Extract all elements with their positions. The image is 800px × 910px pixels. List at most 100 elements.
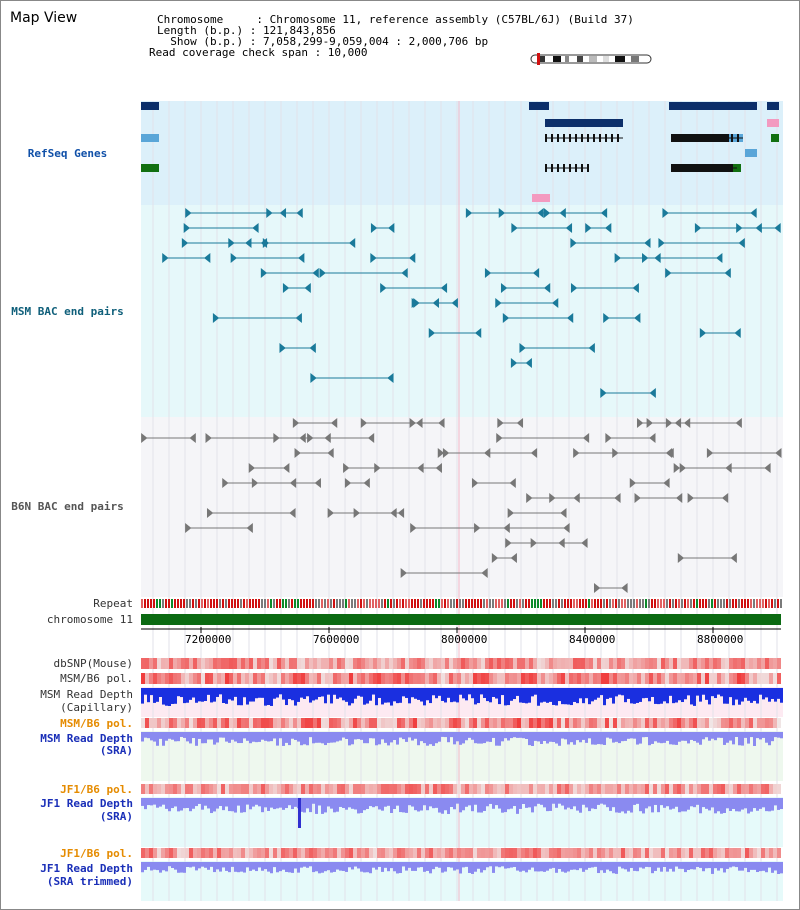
repeat-element [753, 599, 755, 608]
read-depth-bar [294, 862, 297, 869]
repeat-element [636, 599, 638, 608]
repeat-element [336, 599, 338, 608]
read-depth-bar [405, 862, 408, 871]
read-depth-bar [654, 732, 657, 742]
polymorphism-cell [589, 718, 593, 728]
repeat-element [594, 599, 596, 608]
repeat-element [618, 599, 620, 608]
track-label-msm-depth-capillary[interactable]: MSM Read Depth [40, 688, 133, 701]
track-label-refseq[interactable]: RefSeq Genes [27, 147, 108, 160]
track-label-dbsnp[interactable]: dbSNP(Mouse) [53, 657, 133, 670]
track-label-msm-bac[interactable]: MSM BAC end pairs [11, 305, 124, 318]
read-depth-bar [648, 732, 651, 746]
read-depth-bar [171, 798, 174, 809]
read-depth-bar [477, 688, 480, 704]
bac-end-arrow [573, 447, 580, 459]
gene-exon [587, 134, 589, 142]
polymorphism-cell [589, 658, 593, 669]
track-label-repeat[interactable]: Repeat [93, 597, 133, 610]
ideogram-band [553, 56, 561, 62]
read-depth-bar [696, 862, 699, 867]
repeat-element [669, 599, 671, 608]
track-label-msm-depth-sra[interactable]: MSM Read Depth [40, 732, 133, 745]
polymorphism-cell [421, 673, 425, 684]
polymorphism-cell [361, 718, 365, 728]
polymorphism-cell [497, 848, 501, 858]
polymorphism-cell [537, 658, 541, 669]
polymorphism-cell [345, 718, 349, 728]
polymorphism-cell [693, 784, 697, 794]
read-depth-bar [255, 798, 258, 805]
gene-exon [707, 164, 709, 172]
polymorphism-cell [313, 658, 317, 669]
read-depth-bar [708, 732, 711, 741]
bac-end-arrow [387, 372, 394, 384]
polymorphism-cell [485, 784, 489, 794]
read-depth-bar [231, 798, 234, 812]
track-label-jf1-depth-trimmed[interactable]: JF1 Read Depth [40, 862, 133, 875]
read-depth-bar [321, 688, 324, 697]
repeat-element [225, 599, 227, 608]
read-depth-bar [318, 862, 321, 874]
polymorphism-cell [525, 718, 529, 728]
polymorphism-cell [365, 848, 369, 858]
polymorphism-cell [293, 784, 297, 794]
bac-end-arrow [348, 237, 356, 249]
read-depth-bar [624, 732, 627, 741]
bac-end-arrow [706, 447, 714, 459]
read-depth-bar [633, 798, 636, 805]
read-depth-bar [483, 798, 486, 811]
read-depth-bar [369, 862, 372, 874]
track-label-jf1-pol-2[interactable]: JF1/B6 pol. [60, 847, 133, 860]
read-depth-bar [660, 732, 663, 744]
polymorphism-cell [261, 718, 265, 728]
polymorphism-cell [501, 673, 505, 684]
read-depth-bar [228, 732, 231, 743]
polymorphism-cell [177, 848, 181, 858]
read-depth-bar [450, 862, 453, 868]
repeat-element [690, 599, 692, 608]
repeat-element [339, 599, 341, 608]
polymorphism-cell [453, 718, 457, 728]
polymorphism-cell [165, 673, 169, 684]
repeat-element [354, 599, 356, 608]
polymorphism-cell [333, 784, 337, 794]
track-label-jf1-pol-1[interactable]: JF1/B6 pol. [60, 783, 133, 796]
polymorphism-cell [217, 784, 221, 794]
track-label-msm-pol-2[interactable]: MSM/B6 pol. [60, 717, 133, 730]
read-depth-bar [747, 862, 750, 873]
polymorphism-cell [241, 658, 245, 669]
polymorphism-cell [173, 673, 177, 684]
read-depth-bar [498, 798, 501, 809]
repeat-element [171, 599, 173, 608]
read-depth-bar [438, 798, 441, 813]
bac-end-arrow [294, 447, 301, 459]
polymorphism-cell [753, 718, 757, 728]
track-label-jf1-depth[interactable]: JF1 Read Depth [40, 797, 133, 810]
track-label-b6n-bac[interactable]: B6N BAC end pairs [11, 500, 124, 513]
bac-end-arrow [507, 507, 514, 519]
polymorphism-cell [305, 848, 309, 858]
read-depth-bar [432, 732, 435, 746]
read-depth-bar [438, 732, 441, 742]
polymorphism-cell [429, 784, 433, 794]
polymorphism-cell [673, 658, 677, 669]
repeat-element [183, 599, 185, 608]
polymorphism-cell [213, 784, 217, 794]
repeat-element [375, 599, 377, 608]
read-depth-bar [369, 798, 372, 807]
polymorphism-cell [469, 673, 473, 684]
read-depth-bar [363, 732, 366, 744]
read-depth-bar [411, 798, 414, 807]
read-depth-bar [738, 862, 741, 871]
track-label-msm-pol-1[interactable]: MSM/B6 pol. [60, 672, 133, 685]
read-depth-bar [735, 862, 738, 868]
bac-end-arrow [581, 537, 588, 549]
polymorphism-cell [349, 848, 353, 858]
read-depth-bar [144, 862, 147, 870]
track-label-chromosome[interactable]: chromosome 11 [46, 613, 133, 626]
polymorphism-cell [349, 784, 353, 794]
polymorphism-cell [545, 673, 549, 684]
polymorphism-cell [597, 848, 601, 858]
